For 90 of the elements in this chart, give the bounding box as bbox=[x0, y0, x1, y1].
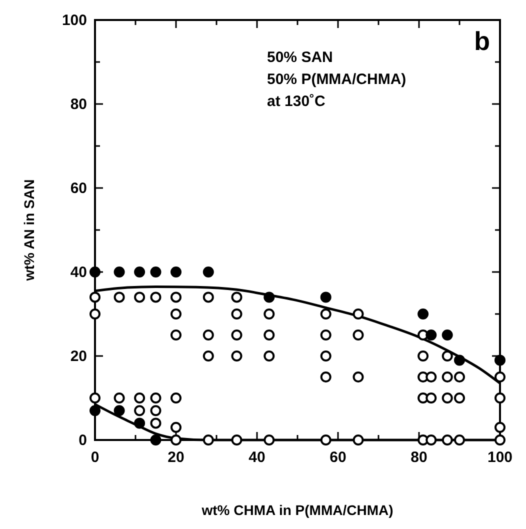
point bbox=[426, 434, 437, 446]
annotation: 50% P(MMA/CHMA) bbox=[267, 71, 406, 88]
y-tick-label: 40 bbox=[70, 264, 87, 281]
point bbox=[90, 266, 100, 278]
point bbox=[114, 266, 125, 278]
point bbox=[150, 292, 162, 303]
point bbox=[90, 292, 100, 303]
point bbox=[231, 434, 242, 446]
point bbox=[150, 392, 162, 404]
point bbox=[170, 434, 182, 446]
point bbox=[170, 266, 182, 278]
point bbox=[170, 292, 182, 303]
point bbox=[418, 308, 429, 320]
point bbox=[170, 392, 182, 404]
point bbox=[454, 372, 465, 382]
point bbox=[231, 350, 242, 362]
point bbox=[494, 392, 506, 404]
point bbox=[442, 434, 453, 446]
point bbox=[202, 292, 214, 303]
annotation: 50% SAN bbox=[267, 49, 333, 66]
point bbox=[264, 308, 275, 320]
point bbox=[494, 354, 506, 366]
point bbox=[170, 308, 182, 320]
point bbox=[231, 330, 242, 340]
point bbox=[231, 308, 242, 320]
y-tick-label: 20 bbox=[70, 348, 87, 365]
x-tick-label: 100 bbox=[487, 449, 513, 466]
point bbox=[442, 350, 453, 362]
point bbox=[454, 392, 465, 404]
point bbox=[134, 292, 146, 303]
point bbox=[352, 372, 364, 382]
point bbox=[202, 266, 214, 278]
point bbox=[442, 392, 453, 404]
point bbox=[352, 330, 364, 340]
x-tick-label: 40 bbox=[248, 449, 266, 466]
point bbox=[202, 350, 214, 362]
point bbox=[320, 372, 332, 382]
point bbox=[114, 405, 125, 416]
point bbox=[352, 308, 364, 320]
point bbox=[426, 330, 437, 340]
point bbox=[150, 405, 162, 416]
annotation: at 130˚C bbox=[267, 93, 326, 110]
point bbox=[320, 308, 332, 320]
point bbox=[426, 392, 437, 404]
point bbox=[264, 292, 275, 303]
point bbox=[150, 434, 162, 446]
point bbox=[134, 405, 146, 416]
point bbox=[494, 434, 506, 446]
point bbox=[320, 434, 332, 446]
annotation: b bbox=[474, 26, 490, 56]
point bbox=[442, 330, 453, 340]
y-axis-title: wt% AN in SAN bbox=[21, 179, 37, 282]
y-tick-label: 0 bbox=[78, 432, 87, 449]
point bbox=[494, 422, 506, 433]
point bbox=[231, 292, 242, 303]
y-tick-label: 60 bbox=[70, 180, 87, 197]
point bbox=[442, 372, 453, 382]
point bbox=[134, 418, 146, 429]
point bbox=[264, 350, 275, 362]
point bbox=[264, 434, 275, 446]
point bbox=[418, 350, 429, 362]
point bbox=[352, 434, 364, 446]
point bbox=[114, 392, 125, 404]
point bbox=[202, 330, 214, 340]
point bbox=[454, 434, 465, 446]
point bbox=[320, 292, 332, 303]
point bbox=[170, 330, 182, 340]
point bbox=[426, 372, 437, 382]
x-tick-label: 20 bbox=[168, 449, 184, 466]
point bbox=[202, 434, 214, 446]
point bbox=[114, 292, 125, 303]
x-tick-label: 80 bbox=[410, 449, 428, 466]
point bbox=[494, 372, 506, 382]
point bbox=[320, 350, 332, 362]
y-tick-label: 80 bbox=[70, 96, 87, 113]
point bbox=[320, 330, 332, 340]
point bbox=[454, 354, 465, 366]
point bbox=[150, 266, 162, 278]
x-tick-label: 60 bbox=[330, 449, 346, 466]
point bbox=[90, 308, 100, 320]
point bbox=[264, 330, 275, 340]
x-tick-label: 0 bbox=[90, 449, 100, 466]
point bbox=[134, 266, 146, 278]
y-tick-label: 100 bbox=[62, 12, 87, 29]
point bbox=[170, 422, 182, 433]
point bbox=[90, 405, 100, 416]
point bbox=[134, 392, 146, 404]
point bbox=[90, 392, 100, 404]
point bbox=[150, 418, 162, 429]
x-axis-title: wt% CHMA in P(MMA/CHMA) bbox=[200, 502, 394, 518]
